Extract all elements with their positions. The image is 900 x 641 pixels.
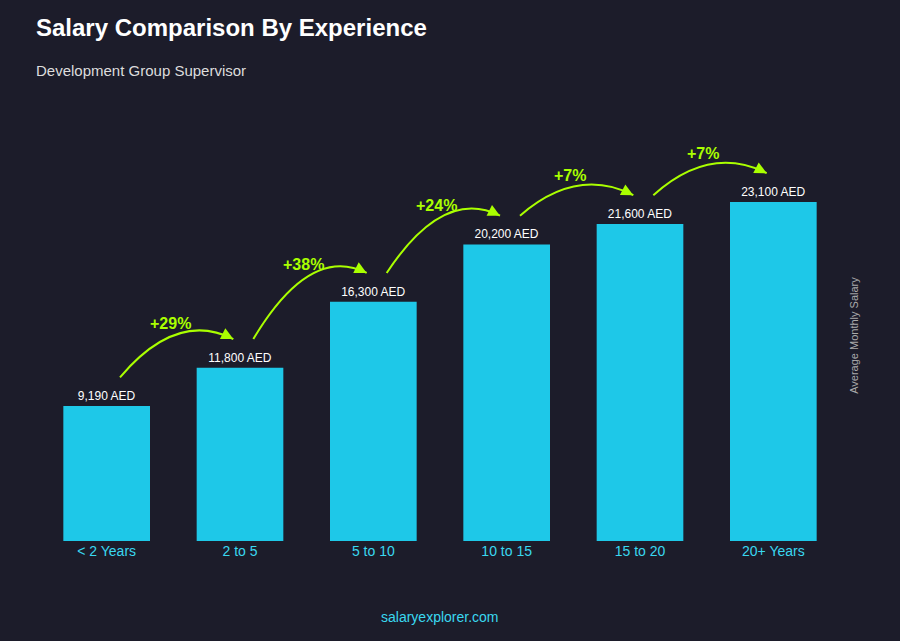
svg-text:Development Group Supervisor: Development Group Supervisor: [36, 62, 246, 79]
svg-text:23,100 AED: 23,100 AED: [741, 185, 805, 199]
svg-text:salaryexplorer.com: salaryexplorer.com: [381, 609, 499, 625]
svg-text:20,200 AED: 20,200 AED: [474, 227, 538, 241]
svg-text:2 to 5: 2 to 5: [222, 543, 257, 559]
svg-text:+38%: +38%: [283, 256, 324, 273]
svg-text:Salary Comparison By Experienc: Salary Comparison By Experience: [36, 14, 427, 41]
svg-text:< 2 Years: < 2 Years: [77, 543, 136, 559]
svg-text:+7%: +7%: [687, 145, 719, 162]
svg-text:+7%: +7%: [554, 167, 586, 184]
svg-text:11,800 AED: 11,800 AED: [208, 351, 271, 365]
svg-text:9,190 AED: 9,190 AED: [78, 389, 136, 403]
svg-text:+29%: +29%: [150, 315, 191, 332]
svg-text:Average Monthly Salary: Average Monthly Salary: [848, 277, 860, 394]
svg-text:+24%: +24%: [416, 197, 457, 214]
svg-text:21,600 AED: 21,600 AED: [608, 207, 672, 221]
svg-text:20+ Years: 20+ Years: [742, 543, 805, 559]
svg-text:15 to 20: 15 to 20: [615, 543, 666, 559]
svg-text:16,300 AED: 16,300 AED: [341, 285, 405, 299]
svg-text:10 to 15: 10 to 15: [481, 543, 532, 559]
svg-text:5 to 10: 5 to 10: [352, 543, 395, 559]
